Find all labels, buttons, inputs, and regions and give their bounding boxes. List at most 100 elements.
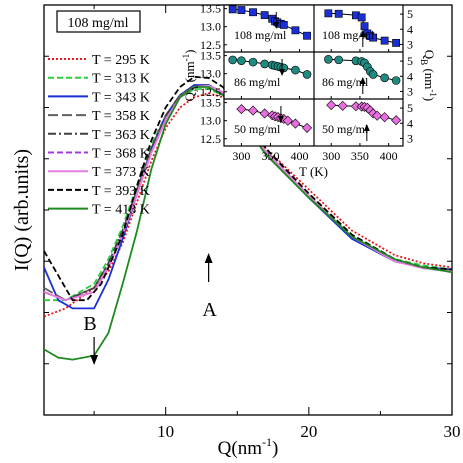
inset-data-point — [326, 100, 337, 111]
inset-data-point — [228, 55, 238, 65]
inset-data-point — [392, 39, 401, 47]
legend-label: T = 413 K — [92, 203, 150, 218]
x-tick-label: 20 — [300, 422, 317, 441]
main-y-ticks — [44, 55, 452, 365]
main-y-axis-label: I(Q) (arb.units) — [11, 149, 33, 271]
inset-transition-arrow-head — [273, 22, 280, 29]
legend-label: T = 358 K — [92, 109, 150, 124]
inset-left-y-axis-label-exponent: -1 — [181, 54, 191, 62]
inset-right-y-axis-label-subscript: B — [419, 59, 429, 65]
inset-concentration-label: 50 mg/ml — [322, 122, 369, 136]
series-line-0 — [43, 92, 453, 318]
inset-left-y-axis-label-subscript: A — [190, 85, 200, 92]
main-x-axis-label-text: Q(nm — [218, 438, 263, 459]
inset-left-y-tick-label: 12.5 — [200, 38, 221, 52]
inset-data-point — [337, 100, 348, 111]
inset-right-y-axis-label-close: ) — [422, 97, 437, 101]
inset-data-point — [248, 57, 258, 67]
annotation-arrow-head — [90, 355, 99, 365]
inset-x-tick-label: 300 — [232, 149, 250, 163]
inset-right-y-tick-label: 3 — [407, 84, 413, 98]
main-x-axis-label-exponent: -1 — [262, 435, 272, 449]
inset-left-y-tick-label: 13.5 — [200, 49, 221, 63]
inset-data-point — [379, 112, 390, 123]
inset-transition-arrow-head — [363, 124, 370, 131]
inset-right-y-tick-label: 5 — [407, 101, 413, 115]
inset-left-y-axis-label: QA (nm-1) — [181, 50, 200, 102]
inset-data-point — [282, 115, 293, 126]
inset-right-y-axis-label-exponent: -1 — [428, 89, 438, 97]
main-curves — [43, 75, 453, 361]
inset-left-y-tick-label: 13.5 — [200, 96, 221, 110]
inset-concentration-label: 108 mg/ml — [322, 28, 375, 42]
inset-data-point — [228, 5, 237, 14]
annotation-arrow-head — [204, 253, 213, 263]
inset-left-y-tick-label: 12.5 — [200, 132, 221, 146]
inset-data-point — [236, 104, 247, 115]
main-x-axis-label: Q(nm-1) — [218, 435, 279, 459]
inset-data-point — [391, 76, 401, 85]
peak-annotations: BA — [83, 253, 217, 365]
inset-data-point — [303, 31, 311, 40]
legend: T = 295 K T = 313 K T = 343 K T = 358 K T = … — [48, 53, 150, 218]
legend-label: T = 343 K — [92, 90, 150, 105]
inset-left-y-tick-label: 13.5 — [200, 2, 221, 16]
x-tick-label: 30 — [444, 422, 461, 441]
inset-transition-arrow-head — [359, 77, 366, 84]
inset-left-y-tick-label: 13.0 — [200, 20, 221, 34]
inset-right-y-tick-label: 5 — [407, 7, 413, 21]
inset-data-point — [369, 33, 378, 42]
inset-data-point — [391, 115, 402, 126]
inset-data-point — [380, 73, 389, 83]
legend-label: T = 295 K — [92, 53, 150, 68]
inset-x-tick-label: 400 — [380, 149, 398, 163]
series-line-7 — [43, 75, 453, 302]
inset-left-y-tick-label: 13.0 — [200, 67, 221, 81]
inset-data-point — [291, 65, 300, 75]
inset-x-tick-label: 400 — [290, 149, 308, 163]
legend-label: T = 363 K — [92, 128, 150, 143]
inset-data-point — [291, 26, 300, 35]
inset-transition-arrow-head — [279, 69, 286, 76]
inset-right-y-tick-label: 3 — [407, 131, 413, 145]
inset-right-y-axis-label-text: Q — [422, 50, 437, 60]
inset-data-point — [279, 20, 288, 29]
inset-right-y-tick-label: 4 — [407, 22, 413, 36]
inset-data-point — [237, 56, 246, 65]
legend-label: T = 373 K — [92, 165, 150, 180]
inset-right-y-tick-label: 4 — [407, 116, 413, 130]
inset-data-point — [237, 6, 246, 14]
inset-left-y-axis-label-text: Q — [182, 91, 197, 101]
inset-data-point — [380, 36, 389, 45]
annotation-label: A — [202, 299, 217, 321]
inset-data-point — [290, 118, 301, 129]
inset-data-point — [334, 55, 343, 65]
inset-concentration-label: 86 mg/ml — [234, 75, 281, 89]
inset-transition-arrow-head — [359, 30, 366, 37]
inset-right-y-tick-label: 3 — [407, 37, 413, 51]
inset-data-point — [260, 11, 269, 20]
inset-data-point — [334, 9, 343, 18]
inset-data-point — [249, 8, 257, 17]
inset-data-point — [324, 9, 333, 18]
inset-data-point — [302, 122, 313, 133]
legend-label: T = 393 K — [92, 184, 150, 199]
annotation-label: B — [83, 313, 96, 335]
inset-left-y-axis-label-close: ) — [182, 50, 197, 54]
inset-data-point — [248, 105, 259, 116]
inset-x-axis-label: T (K) — [299, 164, 328, 179]
inset-concentration-label: 50 mg/ml — [234, 122, 281, 136]
legend-label: T = 368 K — [92, 147, 150, 162]
series-line-8 — [43, 86, 453, 361]
x-tick-label: 10 — [157, 422, 174, 441]
inset-data-point — [302, 70, 312, 79]
inset-x-tick-label: 350 — [351, 149, 369, 163]
inset-left-y-tick-label: 13.0 — [200, 114, 221, 128]
inset-data-point — [372, 110, 383, 121]
inset-data-point — [357, 13, 366, 22]
inset-right-y-axis-label-unit: (nm — [422, 65, 437, 89]
inset-right-y-tick-label: 5 — [407, 54, 413, 68]
concentration-label: 108 mg/ml — [67, 16, 128, 31]
main-x-axis-label-close: ) — [272, 438, 278, 459]
